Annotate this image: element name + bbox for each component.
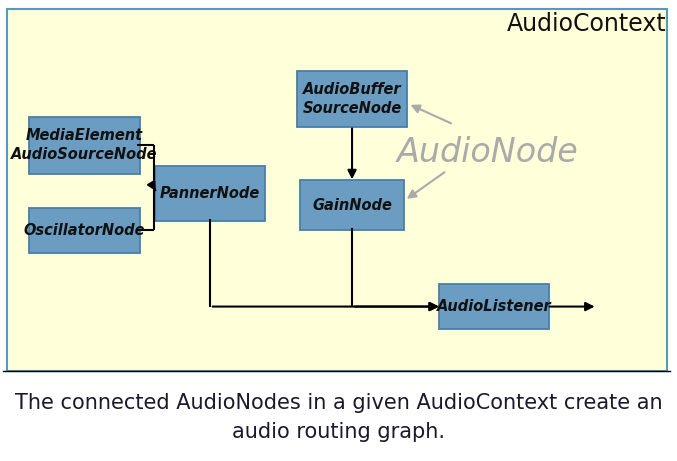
Text: OscillatorNode: OscillatorNode (24, 223, 146, 238)
Text: AudioNode: AudioNode (397, 136, 578, 169)
Text: AudioBuffer
SourceNode: AudioBuffer SourceNode (303, 83, 401, 116)
Text: The connected AudioNodes in a given AudioContext create an: The connected AudioNodes in a given Audi… (15, 393, 662, 414)
FancyBboxPatch shape (30, 117, 140, 174)
Text: GainNode: GainNode (312, 198, 392, 213)
FancyBboxPatch shape (154, 166, 265, 221)
Text: audio routing graph.: audio routing graph. (232, 422, 445, 442)
FancyBboxPatch shape (439, 284, 550, 329)
FancyBboxPatch shape (7, 9, 667, 371)
FancyBboxPatch shape (301, 180, 403, 230)
Text: PannerNode: PannerNode (160, 186, 260, 201)
FancyBboxPatch shape (297, 71, 408, 127)
Text: AudioListener: AudioListener (437, 299, 552, 314)
FancyBboxPatch shape (30, 208, 140, 253)
Text: MediaElement
AudioSourceNode: MediaElement AudioSourceNode (12, 129, 158, 162)
Text: AudioContext: AudioContext (507, 12, 667, 35)
